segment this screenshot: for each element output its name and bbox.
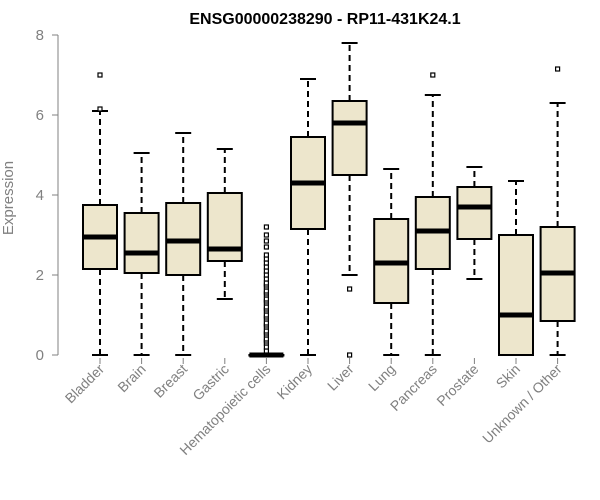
box-iqr — [456, 186, 493, 240]
box-iqr — [331, 100, 368, 176]
box-kidney — [290, 78, 326, 356]
outlier-point — [263, 252, 269, 258]
outlier-point — [263, 304, 269, 310]
outlier-point — [263, 348, 269, 354]
box-breast — [165, 132, 202, 356]
box-iqr — [498, 234, 534, 356]
outlier-point — [97, 106, 103, 112]
box-prostate — [456, 166, 493, 280]
box-brain — [123, 152, 160, 356]
box-gastric — [206, 148, 243, 300]
y-axis: 0 2 4 6 8 — [36, 27, 59, 364]
chart-title: ENSG00000238290 - RP11-431K24.1 — [189, 11, 460, 28]
outlier-point — [263, 268, 269, 274]
box-liver — [331, 42, 368, 358]
x-tick-label: Liver — [324, 361, 357, 394]
y-tick-label: 6 — [36, 107, 44, 124]
y-tick-label: 2 — [36, 267, 44, 284]
y-tick-label: 4 — [36, 187, 44, 204]
outlier-point — [263, 244, 269, 250]
outlier-point — [347, 352, 353, 358]
box-lung — [373, 168, 410, 356]
box-unknown-other — [539, 66, 576, 356]
outlier-point — [97, 72, 103, 78]
outlier-point — [263, 224, 269, 230]
outlier-point — [263, 232, 269, 238]
outlier-point — [263, 320, 269, 326]
outlier-point — [263, 328, 269, 334]
x-tick-label: Prostate — [433, 361, 481, 409]
outlier-point — [263, 312, 269, 318]
x-tick-label: Kidney — [274, 361, 316, 403]
x-tick-label: Breast — [150, 361, 190, 401]
outlier-point — [263, 296, 269, 302]
y-axis-label: Expression — [0, 161, 17, 235]
outlier-point — [263, 276, 269, 282]
outlier-point — [263, 336, 269, 342]
outlier-point — [263, 272, 269, 278]
x-tick-label: Lung — [365, 361, 398, 394]
outlier-point — [263, 260, 269, 266]
x-tick-label: Bladder — [62, 361, 108, 407]
outlier-point — [430, 72, 436, 78]
box-iqr — [123, 212, 160, 274]
outlier-point — [263, 280, 269, 286]
outlier-point — [347, 286, 353, 292]
outlier-point — [554, 66, 561, 72]
outlier-point — [263, 256, 269, 262]
box-bladder — [82, 72, 118, 356]
y-tick-label: 0 — [36, 347, 44, 364]
outlier-point — [263, 344, 269, 350]
x-tick-label: Unknown / Other — [479, 361, 565, 447]
box-hematopoietic-cells — [248, 224, 285, 358]
x-tick-label: Skin — [493, 361, 524, 392]
boxes — [82, 42, 576, 358]
outlier-point — [263, 264, 269, 270]
box-pancreas — [414, 72, 451, 356]
x-tick-label: Brain — [114, 361, 148, 395]
y-tick-label: 8 — [36, 27, 44, 44]
outlier-point — [263, 238, 269, 244]
outlier-point — [263, 288, 269, 294]
box-skin — [498, 180, 534, 356]
